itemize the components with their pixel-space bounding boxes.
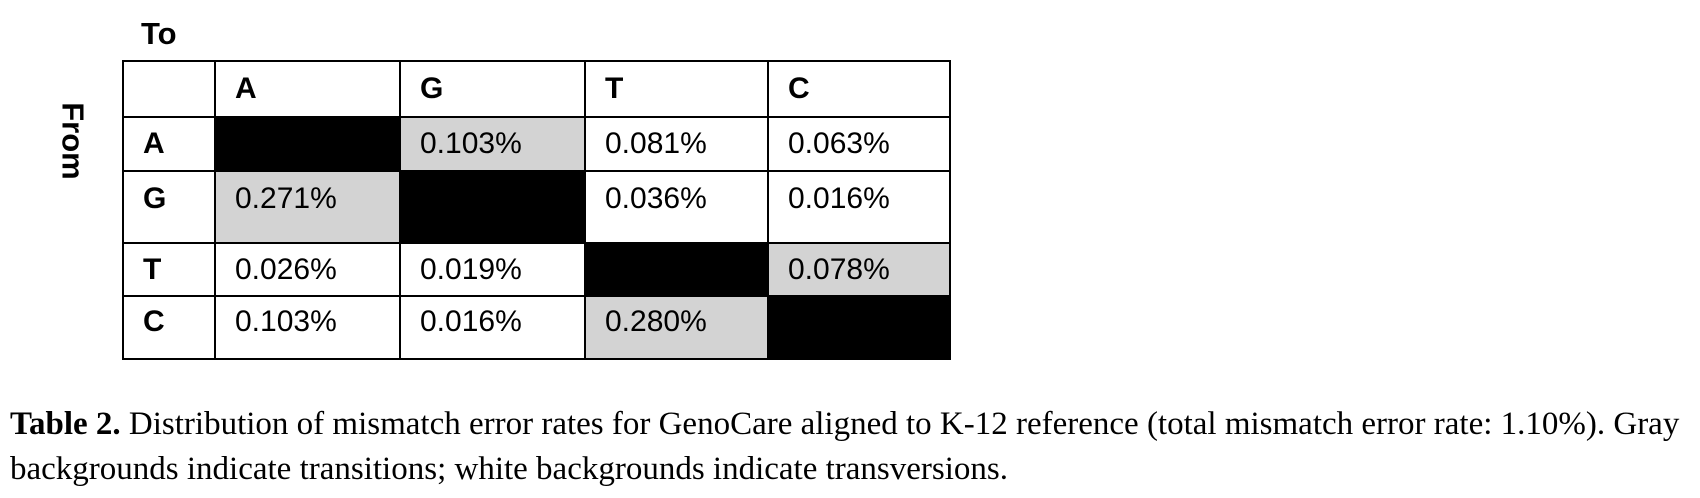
transversion-cell: 0.026% xyxy=(214,242,401,297)
table-row: A 0.103% 0.081% 0.063% xyxy=(122,116,951,172)
caption-label: Table 2. xyxy=(10,406,121,442)
corner-cell xyxy=(122,60,216,118)
column-header: G xyxy=(399,60,586,118)
table-row: G 0.271% 0.036% 0.016% xyxy=(122,170,951,244)
transversion-cell: 0.063% xyxy=(767,116,951,172)
transversion-cell: 0.081% xyxy=(584,116,769,172)
transition-cell: 0.280% xyxy=(584,295,769,360)
diagonal-cell xyxy=(584,242,769,297)
diagonal-cell xyxy=(767,295,951,360)
transversion-cell: 0.036% xyxy=(584,170,769,244)
caption-text: Distribution of mismatch error rates for… xyxy=(10,406,1680,487)
transversion-cell: 0.016% xyxy=(767,170,951,244)
column-header: A xyxy=(214,60,401,118)
transversion-cell: 0.019% xyxy=(399,242,586,297)
diagonal-cell xyxy=(214,116,401,172)
column-header: C xyxy=(767,60,951,118)
column-header: T xyxy=(584,60,769,118)
transition-cell: 0.271% xyxy=(214,170,401,244)
transition-cell: 0.078% xyxy=(767,242,951,297)
transversion-cell: 0.016% xyxy=(399,295,586,360)
table-row: T 0.026% 0.019% 0.078% xyxy=(122,242,951,297)
table-row: C 0.103% 0.016% 0.280% xyxy=(122,295,951,360)
row-header: T xyxy=(122,242,216,297)
table-header-row: A G T C xyxy=(122,60,951,118)
transversion-cell: 0.103% xyxy=(214,295,401,360)
diagonal-cell xyxy=(399,170,586,244)
to-axis-label: To xyxy=(141,16,177,51)
table-caption: Table 2. Distribution of mismatch error … xyxy=(10,402,1695,492)
from-axis-label: From xyxy=(55,102,91,180)
mismatch-rate-table: A G T C A 0.103% 0.081% 0.063% G 0.271% … xyxy=(122,60,951,360)
transition-cell: 0.103% xyxy=(399,116,586,172)
row-header: C xyxy=(122,295,216,360)
row-header: A xyxy=(122,116,216,172)
row-header: G xyxy=(122,170,216,244)
